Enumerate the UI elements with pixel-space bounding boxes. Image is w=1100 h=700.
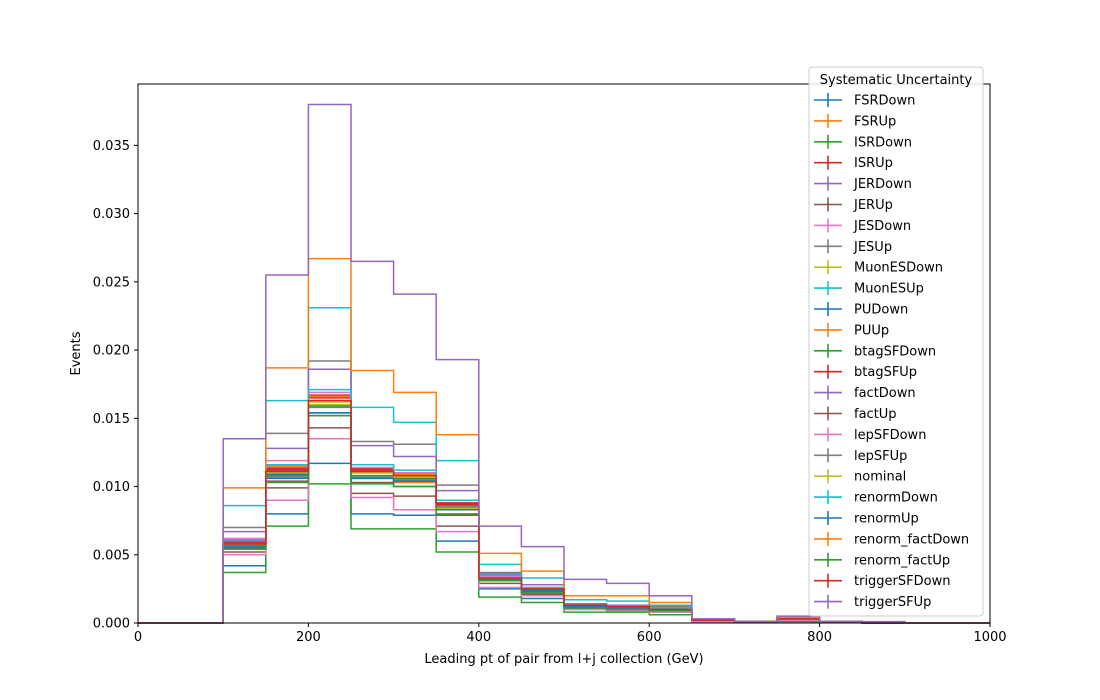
legend-item-FSRDown: FSRDown bbox=[814, 93, 915, 109]
legend-label: lepSFUp bbox=[854, 449, 907, 464]
legend-label: nominal bbox=[854, 470, 906, 485]
series-line-ISRDown bbox=[138, 483, 990, 624]
y-tick-label: 0.010 bbox=[93, 480, 130, 495]
y-axis-label: Events bbox=[69, 331, 84, 375]
x-tick-label: 400 bbox=[466, 630, 491, 645]
legend-item-MuonESUp: MuonESUp bbox=[814, 281, 924, 297]
legend-label: FSRUp bbox=[854, 114, 896, 129]
x-tick-label: 1000 bbox=[973, 630, 1006, 645]
y-tick-label: 0.035 bbox=[93, 139, 130, 154]
legend-item-triggerSFDown: triggerSFDown bbox=[814, 573, 950, 589]
legend-label: renorm_factDown bbox=[854, 532, 969, 547]
legend-label: JESDown bbox=[853, 219, 911, 234]
legend-title: Systematic Uncertainty bbox=[820, 73, 973, 88]
legend-item-renorm_factUp: renorm_factUp bbox=[814, 552, 950, 568]
legend-item-renormDown: renormDown bbox=[814, 490, 938, 506]
legend-item-FSRUp: FSRUp bbox=[814, 113, 896, 129]
legend-item-JERDown: JERDown bbox=[814, 176, 912, 192]
legend-item-ISRDown: ISRDown bbox=[814, 134, 912, 150]
legend-label: renorm_factUp bbox=[854, 553, 950, 568]
y-tick-label: 0.000 bbox=[93, 617, 130, 632]
legend-label: triggerSFUp bbox=[854, 595, 931, 610]
y-tick-label: 0.015 bbox=[93, 412, 130, 427]
legend-item-JESDown: JESDown bbox=[814, 218, 911, 234]
legend-label: renormDown bbox=[854, 491, 938, 506]
legend-item-MuonESDown: MuonESDown bbox=[814, 260, 943, 276]
plot-frame bbox=[137, 83, 991, 624]
legend-item-btagSFUp: btagSFUp bbox=[814, 364, 917, 380]
legend-label: btagSFUp bbox=[854, 365, 917, 380]
legend-item-factUp: factUp bbox=[814, 406, 897, 422]
legend-label: factDown bbox=[854, 386, 916, 401]
x-tick-label: 0 bbox=[134, 630, 142, 645]
legend-item-lepSFDown: lepSFDown bbox=[814, 427, 926, 443]
legend-label: PUDown bbox=[854, 303, 908, 318]
series-layer bbox=[138, 103, 990, 624]
legend-label: lepSFDown bbox=[854, 428, 926, 443]
legend-item-triggerSFUp: triggerSFUp bbox=[814, 594, 931, 610]
legend-item-JESUp: JESUp bbox=[814, 239, 892, 255]
legend-item-renormUp: renormUp bbox=[814, 511, 919, 527]
legend-item-PUUp: PUUp bbox=[814, 322, 889, 338]
x-tick-label: 200 bbox=[296, 630, 321, 645]
legend-label: JERDown bbox=[853, 177, 912, 192]
x-tick-label: 800 bbox=[807, 630, 832, 645]
legend-label: btagSFDown bbox=[854, 344, 936, 359]
legend-item-renorm_factDown: renorm_factDown bbox=[814, 531, 969, 547]
legend-label: FSRDown bbox=[854, 94, 915, 109]
legend-items: FSRDown FSRUp ISRDown ISRUp JERDown JERUp JESD… bbox=[814, 93, 969, 610]
legend-item-lepSFUp: lepSFUp bbox=[814, 448, 907, 464]
y-tick-label: 0.030 bbox=[93, 207, 130, 222]
y-tick-label: 0.025 bbox=[93, 275, 130, 290]
legend-item-nominal: nominal bbox=[814, 469, 906, 485]
x-axis-label: Leading pt of pair from l+j collection (… bbox=[424, 652, 703, 667]
legend-label: MuonESDown bbox=[854, 261, 943, 276]
legend-label: JESUp bbox=[853, 240, 892, 255]
legend-label: JERUp bbox=[853, 198, 893, 213]
y-axis-ticks: 0.000 0.005 0.010 0.015 0.020 0.025 0.030 0.035 bbox=[93, 139, 138, 632]
legend-label: triggerSFDown bbox=[854, 574, 950, 589]
legend-item-JERUp: JERUp bbox=[814, 197, 893, 213]
y-tick-label: 0.005 bbox=[93, 548, 130, 563]
legend-label: factUp bbox=[854, 407, 897, 422]
legend-label: ISRDown bbox=[854, 135, 912, 150]
legend-item-factDown: factDown bbox=[814, 385, 916, 401]
x-axis-ticks: 0 200 400 600 800 1000 bbox=[134, 623, 1007, 645]
legend-box bbox=[808, 66, 984, 617]
legend-item-btagSFDown: btagSFDown bbox=[814, 343, 936, 359]
y-tick-label: 0.020 bbox=[93, 344, 130, 359]
legend-label: PUUp bbox=[854, 323, 889, 338]
legend-label: renormUp bbox=[854, 512, 919, 527]
legend: Systematic Uncertainty FSRDown FSRUp ISRDo… bbox=[808, 66, 984, 617]
legend-label: ISRUp bbox=[854, 156, 893, 171]
legend-item-PUDown: PUDown bbox=[814, 302, 908, 318]
legend-label: MuonESUp bbox=[854, 282, 924, 297]
x-tick-label: 600 bbox=[637, 630, 662, 645]
series-ISRDown bbox=[138, 483, 990, 624]
legend-item-ISRUp: ISRUp bbox=[814, 155, 893, 171]
